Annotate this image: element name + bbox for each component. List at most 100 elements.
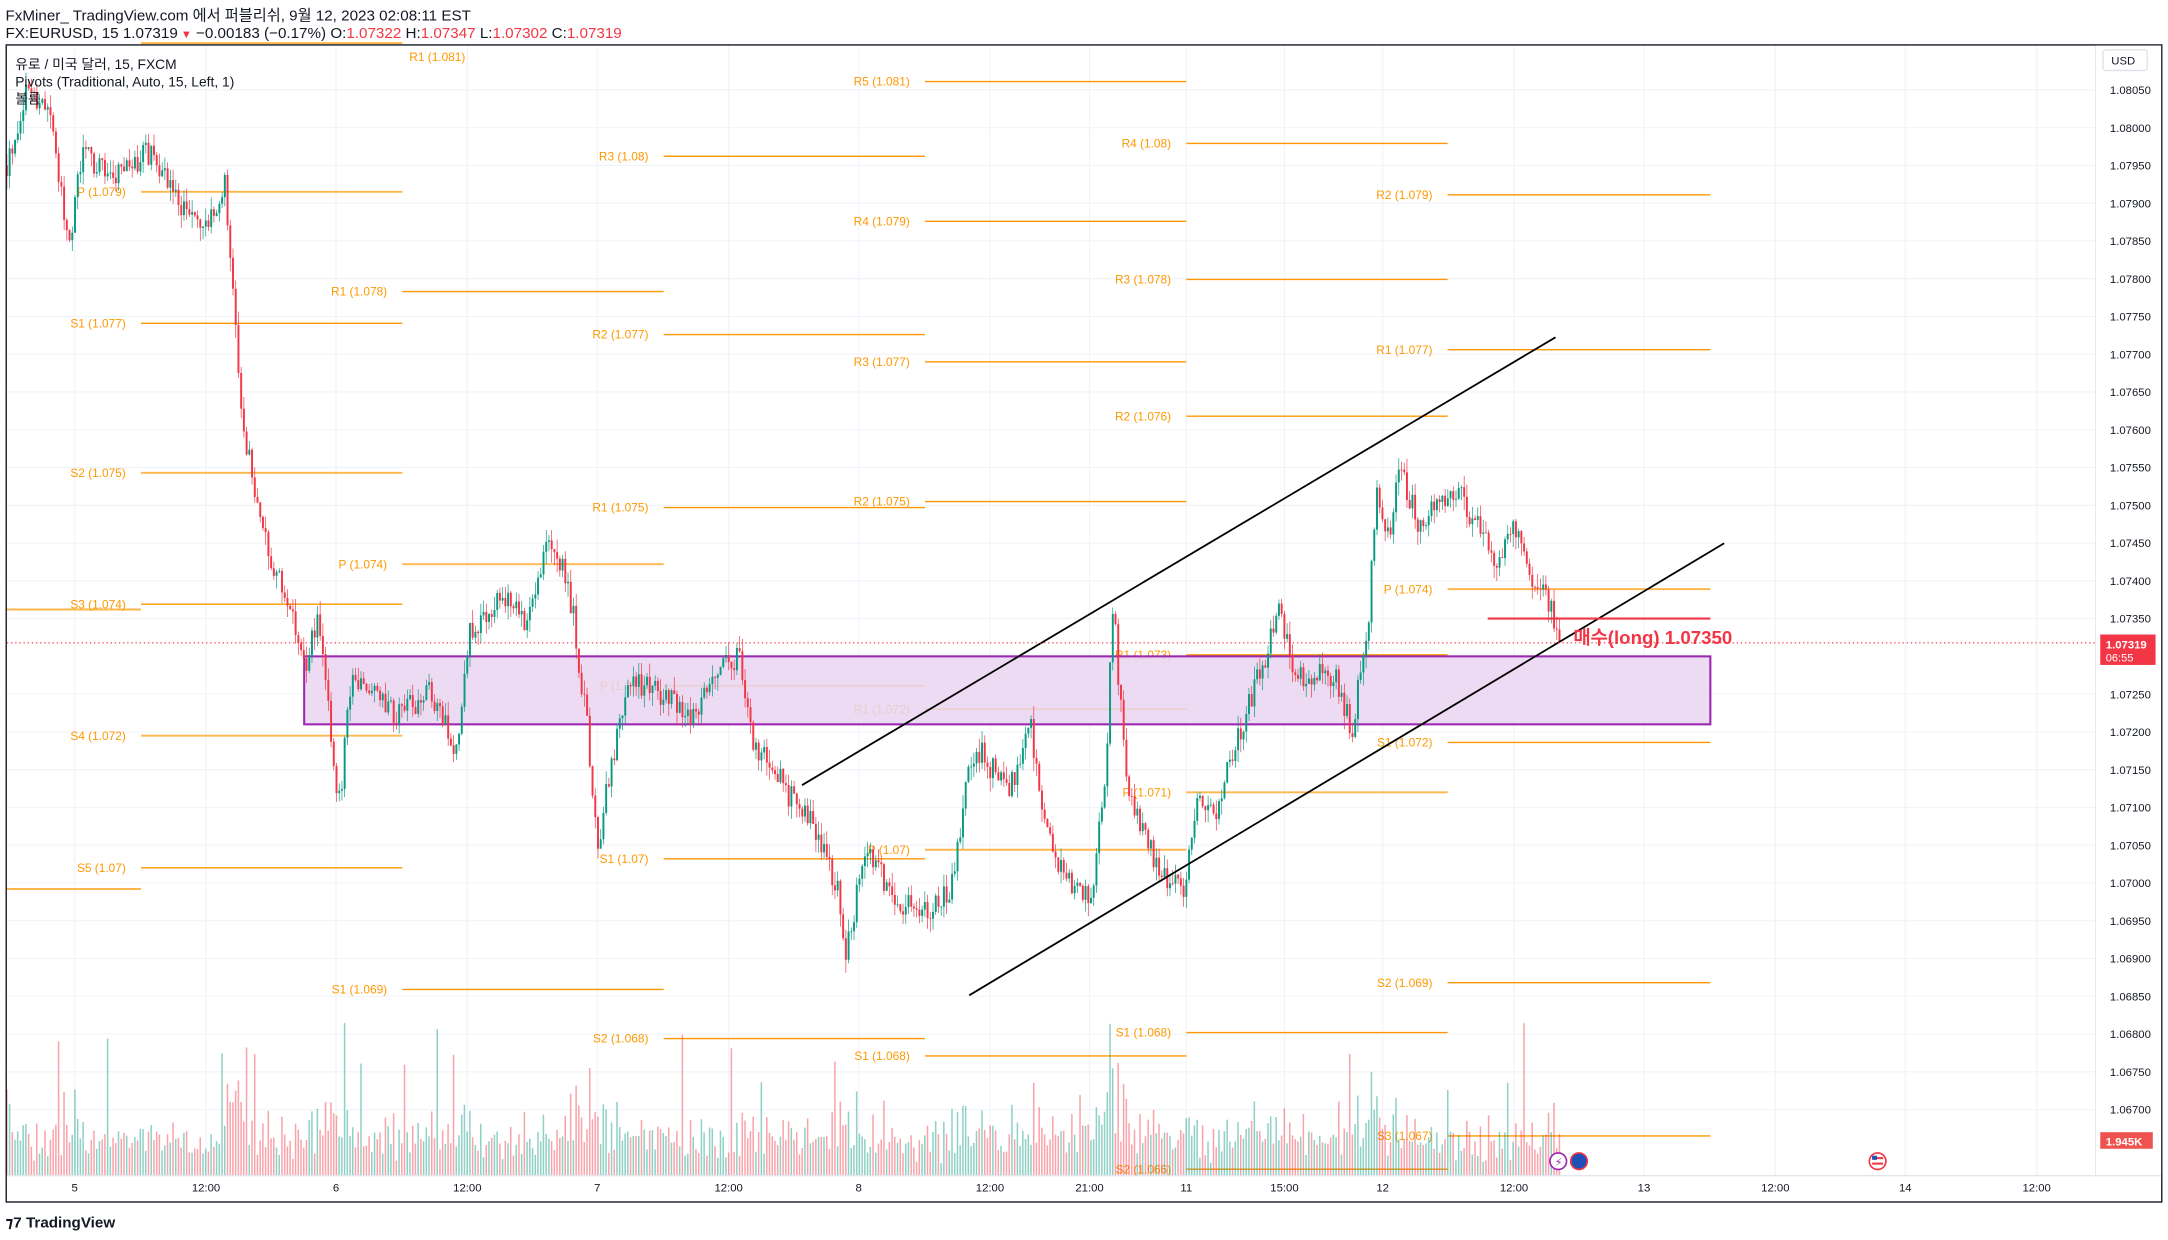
volume-bar bbox=[1125, 1098, 1128, 1176]
candle-body bbox=[63, 186, 66, 220]
event-icon-lightning[interactable]: ⚡ bbox=[1549, 1152, 1568, 1171]
candle-body bbox=[727, 654, 730, 663]
candle-body bbox=[844, 938, 847, 960]
volume-bar bbox=[719, 1130, 722, 1176]
volume-bar bbox=[836, 1146, 839, 1176]
currency-button[interactable]: USD bbox=[2102, 49, 2148, 72]
candle-body bbox=[272, 568, 275, 576]
candle-body bbox=[106, 173, 109, 177]
candle-body bbox=[793, 786, 796, 794]
volume-bar bbox=[1226, 1119, 1228, 1176]
candle-body bbox=[395, 722, 398, 725]
candle-body bbox=[1520, 531, 1523, 544]
candle-body bbox=[1297, 675, 1299, 679]
volume-bar bbox=[1180, 1130, 1182, 1176]
candle-body bbox=[1408, 500, 1411, 509]
candle-body bbox=[14, 139, 17, 154]
event-icon-us-flag[interactable] bbox=[1868, 1152, 1887, 1171]
volume-bar bbox=[904, 1143, 907, 1176]
time-axis[interactable]: 5 12:00 6 12:00 7 12:00 8 12:00 21:00 11 15:00 12 12… bbox=[72, 1183, 2051, 1195]
volume-bar bbox=[104, 1134, 106, 1176]
volume-bar bbox=[1318, 1135, 1321, 1176]
volume-bar bbox=[436, 1029, 438, 1176]
candle-body bbox=[654, 680, 657, 686]
volume-bar bbox=[169, 1142, 172, 1176]
candle-body bbox=[153, 145, 155, 156]
candle-body bbox=[776, 773, 779, 783]
candle-body bbox=[1430, 501, 1433, 517]
candle-body bbox=[1498, 557, 1501, 568]
volume-bar bbox=[1553, 1102, 1555, 1176]
event-icon-eu-flag[interactable] bbox=[1569, 1152, 1589, 1171]
candle-body bbox=[123, 166, 126, 172]
volume-bar bbox=[1163, 1132, 1166, 1176]
volume-bar bbox=[1008, 1134, 1010, 1176]
candle-body bbox=[1019, 763, 1022, 765]
candle-body bbox=[1449, 491, 1452, 499]
volume-bar bbox=[915, 1161, 918, 1176]
candle-body bbox=[659, 691, 662, 705]
volume-bar bbox=[1076, 1151, 1079, 1176]
candle-body bbox=[87, 147, 90, 149]
volume-bar bbox=[469, 1110, 471, 1176]
volume-bar bbox=[341, 1137, 343, 1176]
entry-annotation[interactable]: 매수(long) 1.07350 bbox=[1573, 627, 1732, 648]
candle-body bbox=[512, 606, 515, 609]
candle-body bbox=[163, 168, 166, 171]
tradingview-logo[interactable]: ⁊7 TradingView bbox=[6, 1215, 116, 1232]
candle-body bbox=[667, 690, 670, 704]
volume-bar bbox=[471, 1137, 474, 1176]
volume-bar bbox=[1417, 1144, 1419, 1176]
candle-body bbox=[926, 901, 929, 918]
candle-body bbox=[662, 699, 665, 705]
legend-pivots-indicator[interactable]: Pivots (Traditional, Auto, 15, Left, 1) bbox=[15, 73, 234, 89]
volume-bar bbox=[722, 1136, 724, 1176]
volume-bar bbox=[30, 1146, 33, 1176]
candle-body bbox=[406, 698, 409, 711]
volume-bar bbox=[689, 1120, 692, 1176]
volume-bar bbox=[673, 1142, 675, 1176]
candle-body bbox=[940, 906, 943, 908]
candle-body bbox=[1218, 801, 1220, 820]
candle-body bbox=[281, 571, 283, 593]
candle-body bbox=[520, 610, 523, 615]
candle-body bbox=[319, 614, 322, 636]
candle-body bbox=[114, 177, 117, 184]
volume-bar bbox=[943, 1121, 945, 1176]
candle-body bbox=[335, 765, 338, 794]
volume-bar bbox=[1367, 1119, 1370, 1176]
volume-bar bbox=[38, 1153, 41, 1176]
volume-bar bbox=[648, 1130, 651, 1176]
candle-body bbox=[387, 701, 390, 713]
candle-body bbox=[1465, 496, 1468, 517]
candle-body bbox=[283, 592, 286, 598]
volume-bar bbox=[1259, 1131, 1261, 1176]
candle-body bbox=[1397, 469, 1400, 483]
candle-body bbox=[1136, 808, 1139, 816]
price-axis[interactable] bbox=[2096, 45, 2162, 1176]
volume-bar bbox=[1474, 1141, 1476, 1176]
price-tick-label: 1.08050 bbox=[2110, 85, 2151, 97]
volume-bar bbox=[597, 1116, 599, 1176]
volume-bar bbox=[1207, 1141, 1209, 1176]
volume-bar bbox=[774, 1140, 776, 1176]
candle-body bbox=[1032, 719, 1035, 758]
candle-body bbox=[49, 107, 52, 116]
legend-volume-indicator[interactable]: 볼륨 bbox=[15, 91, 40, 107]
time-tick-label: 21:00 bbox=[1075, 1183, 1103, 1195]
support-zone-rectangle[interactable] bbox=[303, 655, 1712, 726]
channel-upper-line[interactable] bbox=[801, 336, 1556, 786]
candle-body bbox=[182, 201, 185, 216]
time-tick-label: 12 bbox=[1376, 1183, 1389, 1195]
time-tick-label: 12:00 bbox=[1761, 1183, 1789, 1195]
volume-bar bbox=[1278, 1140, 1280, 1176]
candle-body bbox=[782, 768, 785, 784]
volume-bar bbox=[845, 1124, 847, 1176]
candle-body bbox=[458, 733, 461, 745]
volume-bar bbox=[1468, 1131, 1471, 1176]
pivot-label: P (1.07) bbox=[868, 843, 910, 857]
volume-bar bbox=[956, 1111, 959, 1176]
pivot-label: R2 (1.075) bbox=[854, 495, 910, 509]
legend-series[interactable]: 유로 / 미국 달러, 15, FXCM bbox=[15, 56, 176, 72]
